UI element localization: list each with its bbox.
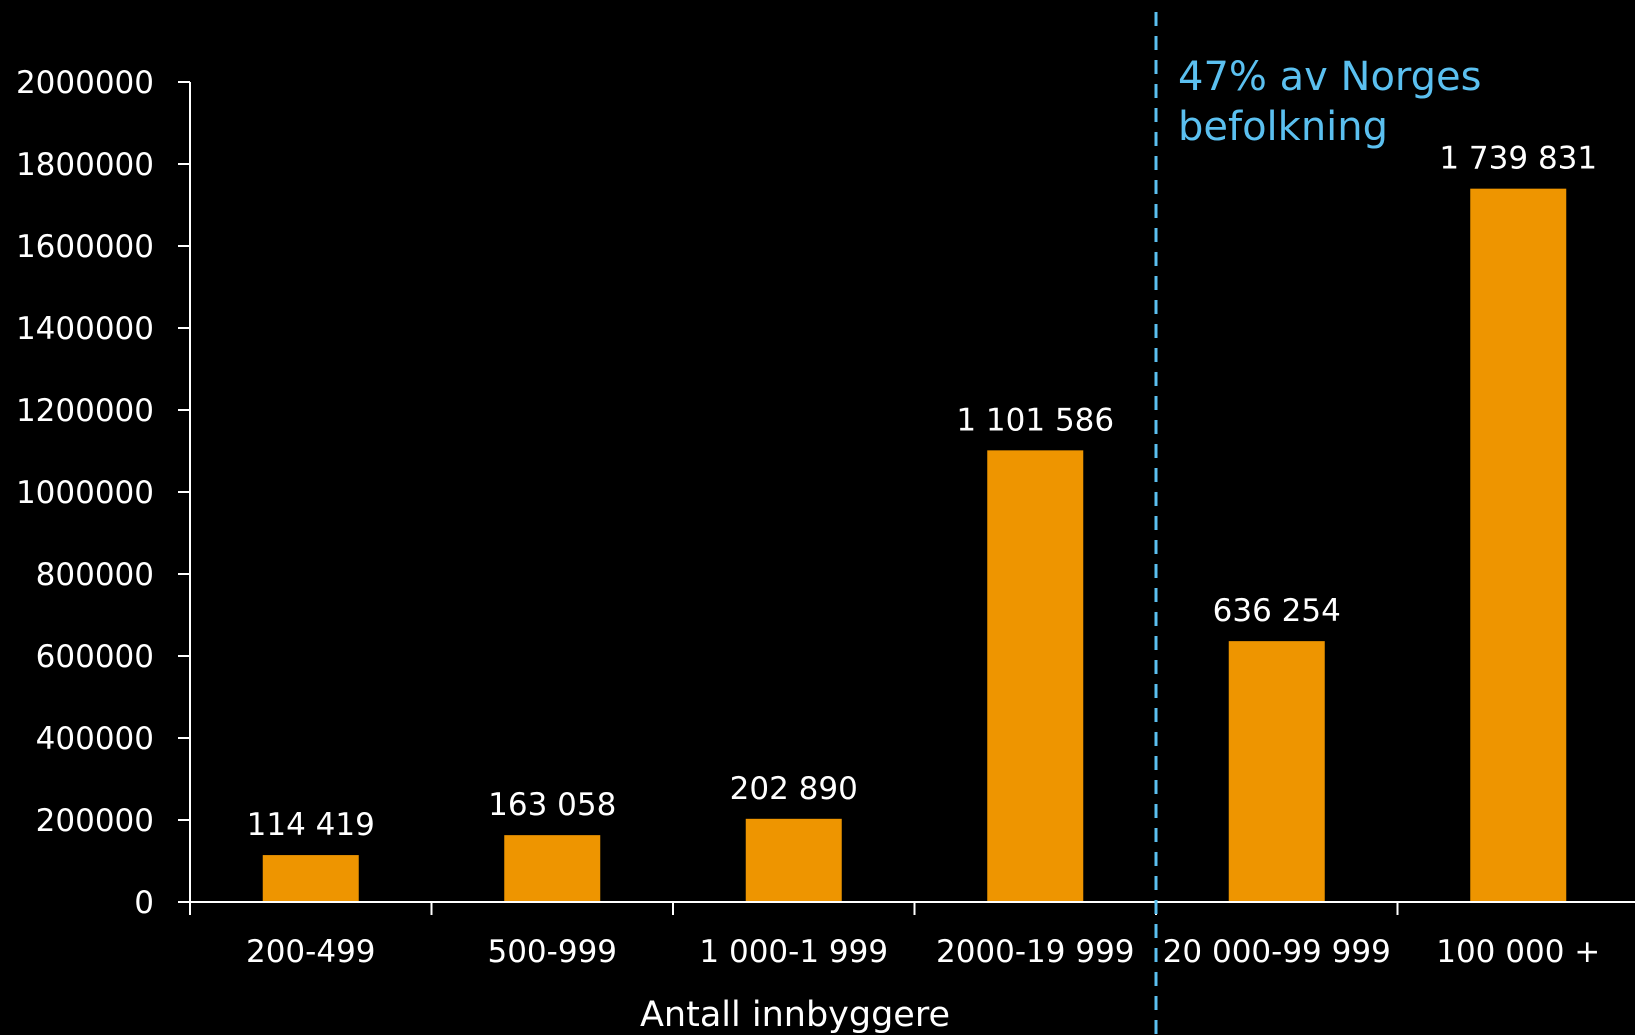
y-tick-label: 1600000 — [16, 229, 154, 265]
annotation-line-1: 47% av Norges — [1178, 54, 1482, 100]
bar — [262, 855, 359, 902]
x-axis-category-labels: 200-499 500-999 1 000-1 999 2000-19 999 20 0… — [246, 934, 1600, 970]
bar — [504, 835, 601, 902]
bar — [987, 450, 1084, 902]
data-label: 114 419 — [247, 807, 375, 843]
bar — [1228, 641, 1325, 902]
category-label: 20 000-99 999 — [1163, 934, 1391, 970]
y-tick-label: 0 — [134, 885, 154, 921]
category-label: 100 000 + — [1436, 934, 1600, 970]
y-tick-label: 800000 — [36, 557, 154, 593]
category-label: 2000-19 999 — [936, 934, 1135, 970]
y-axis-ticks: 0 200000 400000 600000 800000 1000000 1200000 1… — [16, 65, 191, 921]
data-label: 636 254 — [1213, 593, 1341, 629]
data-label: 163 058 — [488, 787, 616, 823]
x-axis-title: Antall innbyggere — [640, 995, 950, 1035]
y-tick-label: 200000 — [36, 803, 154, 839]
data-label: 202 890 — [730, 771, 858, 807]
y-tick-label: 1400000 — [16, 311, 154, 347]
y-tick-label: 1200000 — [16, 393, 154, 429]
annotation-line-2: befolkning — [1178, 104, 1388, 150]
y-tick-label: 1800000 — [16, 147, 154, 183]
y-tick-label: 1000000 — [16, 475, 154, 511]
category-label: 1 000-1 999 — [699, 934, 888, 970]
y-tick-label: 600000 — [36, 639, 154, 675]
data-label: 1 739 831 — [1439, 141, 1597, 177]
bar — [1470, 188, 1567, 902]
y-tick-label: 2000000 — [16, 65, 154, 101]
data-label: 1 101 586 — [956, 402, 1114, 438]
y-tick-label: 400000 — [36, 721, 154, 757]
category-label: 200-499 — [246, 934, 376, 970]
bars-group — [262, 188, 1567, 902]
data-labels-group: 114 419 163 058 202 890 1 101 586 636 254 1 7… — [247, 141, 1597, 843]
x-axis — [178, 901, 1635, 915]
bar — [745, 818, 842, 902]
category-label: 500-999 — [487, 934, 617, 970]
